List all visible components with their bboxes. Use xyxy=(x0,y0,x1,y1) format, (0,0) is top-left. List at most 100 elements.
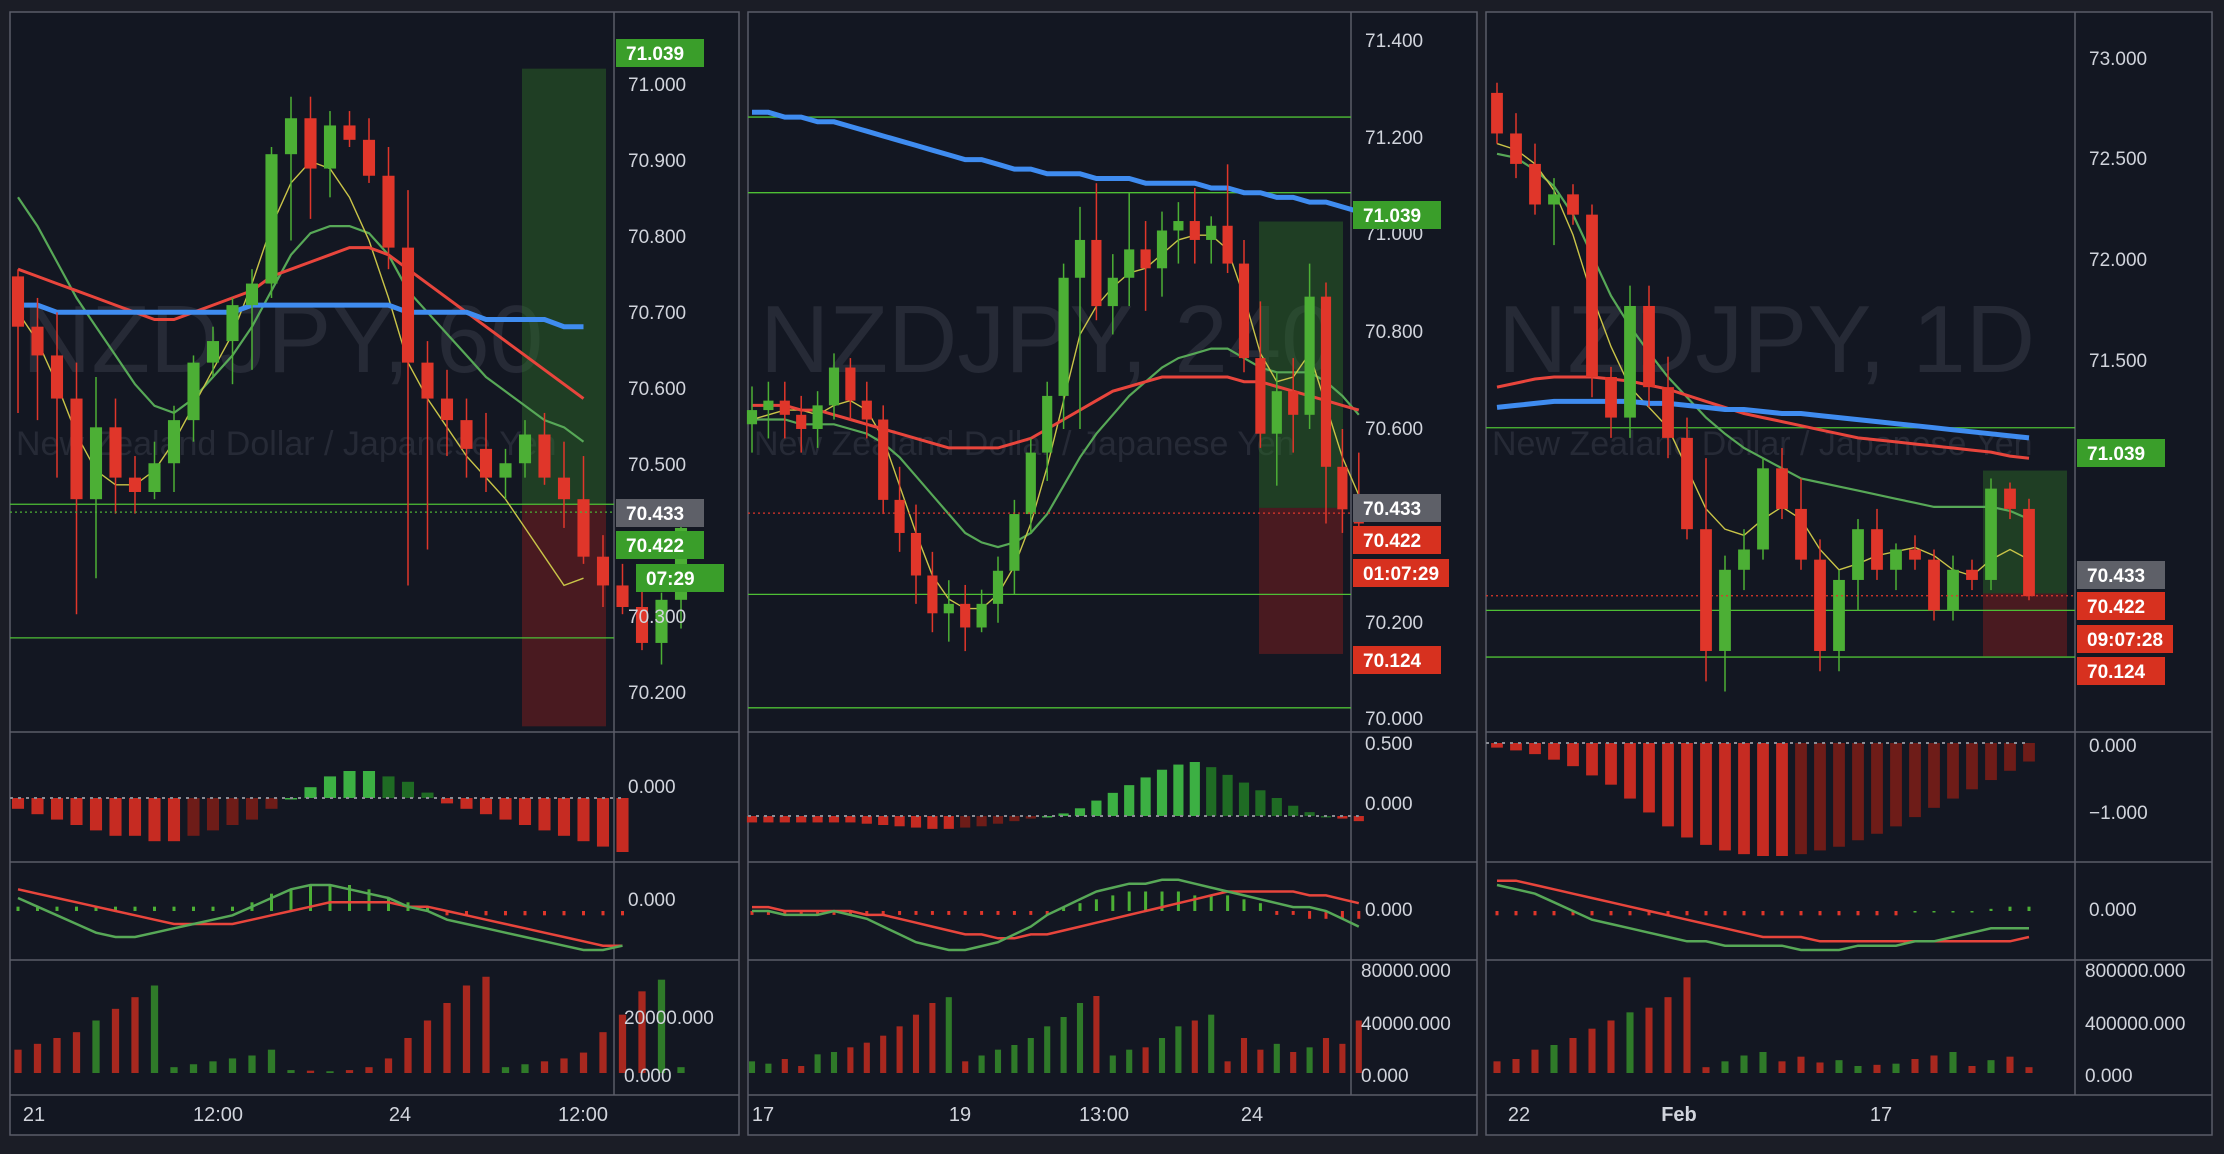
volume-bar xyxy=(462,985,471,1073)
indicator2-bar xyxy=(766,911,770,915)
indicator2-bar xyxy=(1324,911,1328,919)
volume-bar xyxy=(1076,1003,1084,1073)
price-label-gray: 70.433 xyxy=(2087,566,2145,587)
candle-body xyxy=(1222,225,1233,264)
candle-body xyxy=(1156,230,1168,269)
volume-bar xyxy=(677,1067,685,1073)
indicator-histogram-bar xyxy=(577,798,590,842)
ma-red-line xyxy=(17,246,585,400)
candle-body xyxy=(1304,296,1315,415)
volume-bar xyxy=(53,1038,61,1073)
indicator2-bar xyxy=(1818,911,1822,916)
candle-body xyxy=(861,400,872,420)
candle-body xyxy=(1491,92,1503,134)
indicator-histogram-bar xyxy=(1662,743,1674,827)
indicator2-bar xyxy=(1647,911,1651,916)
indicator-histogram-bar xyxy=(557,798,571,836)
candle-body xyxy=(1238,263,1250,359)
candle-body xyxy=(796,414,807,429)
candle-body xyxy=(1337,466,1348,510)
volume-bar xyxy=(1778,1061,1786,1073)
candle-body xyxy=(1548,194,1560,205)
indicator-histogram-bar xyxy=(1255,790,1266,816)
volume-bar xyxy=(1240,1038,1248,1073)
volume-bar xyxy=(765,1063,772,1073)
indicator-histogram-bar xyxy=(323,776,337,798)
volume-bar xyxy=(962,1061,969,1073)
indicator2-bar xyxy=(523,911,527,916)
indicator-histogram-bar xyxy=(1124,785,1135,816)
candle-body xyxy=(460,420,473,449)
price-tick-label: 73.000 xyxy=(2089,49,2147,70)
price-tick-label: 72.000 xyxy=(2089,250,2147,271)
indicator-histogram-bar xyxy=(943,816,954,829)
indicator-histogram-bar xyxy=(1042,816,1053,818)
indicator-histogram-bar xyxy=(226,798,239,825)
price-label-box xyxy=(616,499,704,527)
indicator2-bar xyxy=(1951,911,1955,913)
indicator2-signal-line xyxy=(1497,879,2030,943)
price-tick-label: 70.600 xyxy=(1365,419,1423,440)
candle-body xyxy=(31,326,44,356)
volume-bar xyxy=(1588,1028,1596,1073)
indicator2-bar xyxy=(1761,911,1765,916)
candle-body xyxy=(1738,549,1750,570)
candle-body xyxy=(943,603,954,614)
indicator-histogram-bar xyxy=(206,798,220,831)
candle-body xyxy=(992,570,1004,604)
volume-tick-label: 0.000 xyxy=(1361,1066,1409,1087)
volume-bar xyxy=(1512,1059,1520,1073)
indicator-histogram-bar xyxy=(992,816,1004,824)
candle-body xyxy=(343,125,356,140)
volume-bar xyxy=(1683,977,1691,1073)
ma-yellow-line xyxy=(751,234,1360,610)
candle-body xyxy=(1255,358,1266,434)
price-tick-label: 70.800 xyxy=(628,227,686,248)
price-tick-label: 72.500 xyxy=(2089,149,2147,170)
price-tick-label: 71.400 xyxy=(1365,31,1423,52)
indicator-histogram-bar xyxy=(596,798,610,847)
ma-red-line xyxy=(1496,375,2030,460)
indicator2-bar xyxy=(1989,908,1993,911)
candle-body xyxy=(70,398,83,500)
indicator2-bar xyxy=(1144,891,1148,911)
volume-bar xyxy=(1968,1066,1976,1073)
time-tick-label: 13:00 xyxy=(1079,1104,1129,1126)
volume-bar xyxy=(521,1064,529,1073)
indicator2-bar xyxy=(832,911,836,915)
candle-body xyxy=(128,477,142,492)
candle-body xyxy=(1529,163,1541,205)
indicator2-bar xyxy=(1666,911,1670,916)
indicator2-bar xyxy=(2008,906,2012,911)
indicator2-bar xyxy=(1094,899,1098,911)
volume-bar xyxy=(14,1049,22,1073)
candle-body xyxy=(763,400,774,411)
volume-bar xyxy=(423,1020,432,1073)
indicator-histogram-bar xyxy=(1091,800,1102,816)
indicator-histogram-bar xyxy=(1890,743,1902,827)
candle-body xyxy=(557,477,571,500)
volume-bar xyxy=(781,1059,788,1073)
indicator-histogram-bar xyxy=(460,798,473,809)
indicator2-bar xyxy=(980,911,984,915)
indicator-histogram-bar xyxy=(1140,777,1151,816)
candle-body xyxy=(927,575,938,614)
volume-bar xyxy=(830,1052,838,1073)
indicator-histogram-bar xyxy=(1156,769,1168,816)
volume-bar xyxy=(1257,1049,1264,1073)
indicator-histogram-bar xyxy=(1189,762,1200,816)
volume-bar xyxy=(170,1067,178,1073)
volume-bar xyxy=(1273,1043,1280,1073)
indicator2-bar xyxy=(270,893,273,911)
candle-body xyxy=(89,427,103,500)
price-label-box xyxy=(636,564,724,592)
indicator-histogram-bar xyxy=(1058,813,1069,816)
indicator-histogram-bar xyxy=(763,816,774,823)
indicator-histogram-bar xyxy=(245,798,259,820)
price-tick-label: 70.700 xyxy=(628,303,686,324)
price-tick-label: 71.500 xyxy=(2089,351,2147,372)
indicator2-bar xyxy=(816,911,820,915)
indicator2-bar xyxy=(55,906,59,911)
indicator2-bar xyxy=(211,906,215,911)
